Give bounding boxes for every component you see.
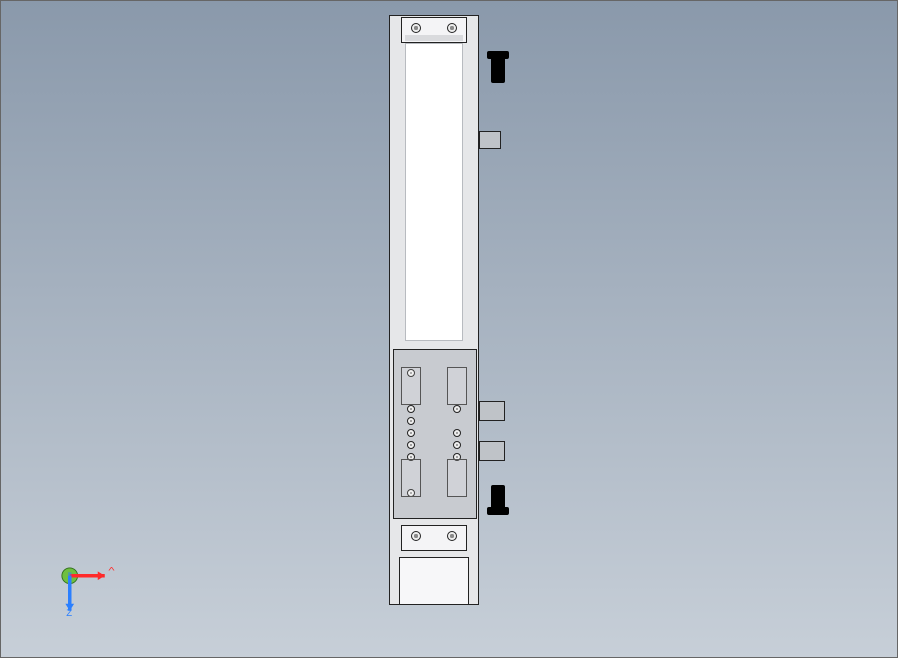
axis-triad[interactable]: XYZ: [61, 567, 121, 627]
axis-triad-svg: XYZ: [61, 567, 131, 637]
screw-icon: [447, 531, 457, 541]
screw-icon: [453, 405, 461, 413]
axis-z-label: Z: [66, 608, 72, 619]
screw-icon: [453, 441, 461, 449]
cad-foot-block: [399, 557, 469, 605]
screw-icon: [453, 429, 461, 437]
screw-icon: [411, 23, 421, 33]
screw-icon: [407, 441, 415, 449]
cad-bracket-bar: [401, 459, 421, 497]
cad-upper-channel: [405, 43, 463, 341]
screw-icon: [407, 417, 415, 425]
screw-icon: [407, 405, 415, 413]
axis-x-arrowhead: [98, 571, 105, 580]
cad-bracket-bar: [447, 459, 467, 497]
screw-icon: [407, 429, 415, 437]
cad-side-knob: [487, 507, 509, 515]
cad-bracket-bar: [447, 367, 467, 405]
screw-icon: [447, 23, 457, 33]
cad-bracket-bar: [401, 367, 421, 405]
screw-icon: [411, 531, 421, 541]
cad-side-bracket: [479, 441, 505, 461]
cad-viewport[interactable]: XYZ: [0, 0, 898, 658]
cad-top-cap-slot: [405, 35, 463, 41]
cad-side-knob: [487, 51, 509, 59]
axis-x-label: X: [108, 567, 115, 574]
cad-side-bracket: [479, 131, 501, 149]
cad-side-knob: [491, 57, 505, 83]
cad-side-bracket: [479, 401, 505, 421]
